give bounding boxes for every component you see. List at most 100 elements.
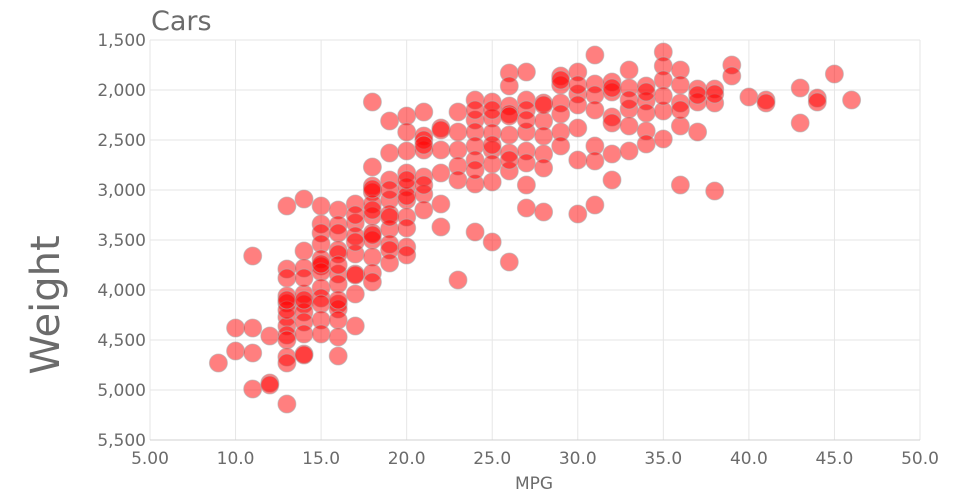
data-point[interactable]: [739, 87, 759, 107]
data-point[interactable]: [328, 327, 348, 347]
data-point[interactable]: [277, 394, 297, 414]
data-point[interactable]: [243, 318, 263, 338]
data-point[interactable]: [362, 92, 382, 112]
data-point[interactable]: [260, 326, 280, 346]
data-point[interactable]: [551, 136, 571, 156]
data-point[interactable]: [534, 126, 554, 146]
data-point[interactable]: [243, 246, 263, 266]
data-point[interactable]: [585, 151, 605, 171]
data-point[interactable]: [294, 345, 314, 365]
data-point[interactable]: [397, 218, 417, 238]
data-point[interactable]: [585, 45, 605, 65]
data-point[interactable]: [397, 106, 417, 126]
data-point[interactable]: [516, 198, 536, 218]
data-point[interactable]: [294, 268, 314, 288]
data-point[interactable]: [568, 95, 588, 115]
data-point[interactable]: [294, 324, 314, 344]
data-point[interactable]: [602, 170, 622, 190]
data-point[interactable]: [380, 180, 400, 200]
data-point[interactable]: [534, 202, 554, 222]
data-point[interactable]: [345, 232, 365, 252]
data-point[interactable]: [260, 375, 280, 395]
data-point[interactable]: [397, 186, 417, 206]
data-point[interactable]: [670, 100, 690, 120]
data-point[interactable]: [499, 150, 519, 170]
data-point[interactable]: [294, 290, 314, 310]
data-point[interactable]: [243, 343, 263, 363]
data-point[interactable]: [790, 113, 810, 133]
data-point[interactable]: [636, 134, 656, 154]
data-point[interactable]: [345, 265, 365, 285]
data-point[interactable]: [842, 90, 862, 110]
data-point[interactable]: [688, 85, 708, 105]
data-point[interactable]: [277, 290, 297, 310]
data-point[interactable]: [294, 189, 314, 209]
data-point[interactable]: [414, 102, 434, 122]
data-point[interactable]: [277, 330, 297, 350]
data-point[interactable]: [482, 135, 502, 155]
data-point[interactable]: [414, 200, 434, 220]
data-point[interactable]: [380, 207, 400, 227]
data-point[interactable]: [431, 194, 451, 214]
data-point[interactable]: [619, 141, 639, 161]
data-point[interactable]: [345, 205, 365, 225]
data-point[interactable]: [585, 100, 605, 120]
data-point[interactable]: [328, 274, 348, 294]
data-point[interactable]: [790, 78, 810, 98]
data-point[interactable]: [653, 129, 673, 149]
data-point[interactable]: [380, 111, 400, 131]
data-point[interactable]: [534, 158, 554, 178]
data-point[interactable]: [516, 110, 536, 130]
data-point[interactable]: [226, 318, 246, 338]
data-point[interactable]: [328, 223, 348, 243]
data-point[interactable]: [277, 196, 297, 216]
data-point[interactable]: [414, 175, 434, 195]
data-point[interactable]: [499, 106, 519, 126]
data-point[interactable]: [688, 122, 708, 142]
data-point[interactable]: [636, 82, 656, 102]
data-point[interactable]: [807, 92, 827, 112]
data-point[interactable]: [397, 141, 417, 161]
data-point[interactable]: [516, 62, 536, 82]
data-point[interactable]: [653, 70, 673, 90]
data-point[interactable]: [345, 316, 365, 336]
data-point[interactable]: [277, 268, 297, 288]
data-point[interactable]: [311, 294, 331, 314]
data-point[interactable]: [328, 255, 348, 275]
data-point[interactable]: [431, 163, 451, 183]
data-point[interactable]: [380, 253, 400, 273]
data-point[interactable]: [756, 93, 776, 113]
data-point[interactable]: [448, 140, 468, 160]
data-point[interactable]: [465, 160, 485, 180]
data-point[interactable]: [448, 270, 468, 290]
data-point[interactable]: [551, 70, 571, 90]
data-point[interactable]: [414, 135, 434, 155]
data-point[interactable]: [362, 272, 382, 292]
data-point[interactable]: [705, 84, 725, 104]
data-point[interactable]: [328, 346, 348, 366]
data-point[interactable]: [431, 217, 451, 237]
data-point[interactable]: [722, 66, 742, 86]
data-point[interactable]: [585, 195, 605, 215]
data-point[interactable]: [397, 122, 417, 142]
data-point[interactable]: [516, 175, 536, 195]
data-point[interactable]: [431, 120, 451, 140]
data-point[interactable]: [243, 379, 263, 399]
data-point[interactable]: [328, 310, 348, 330]
data-point[interactable]: [551, 104, 571, 124]
data-point[interactable]: [431, 140, 451, 160]
data-point[interactable]: [328, 290, 348, 310]
data-point[interactable]: [226, 341, 246, 361]
data-point[interactable]: [465, 100, 485, 120]
data-point[interactable]: [362, 200, 382, 220]
data-point[interactable]: [380, 143, 400, 163]
data-point[interactable]: [568, 150, 588, 170]
data-point[interactable]: [619, 60, 639, 80]
data-point[interactable]: [602, 78, 622, 98]
data-point[interactable]: [482, 172, 502, 192]
data-point[interactable]: [602, 113, 622, 133]
data-point[interactable]: [619, 90, 639, 110]
data-point[interactable]: [516, 153, 536, 173]
data-point[interactable]: [397, 245, 417, 265]
data-point[interactable]: [653, 86, 673, 106]
